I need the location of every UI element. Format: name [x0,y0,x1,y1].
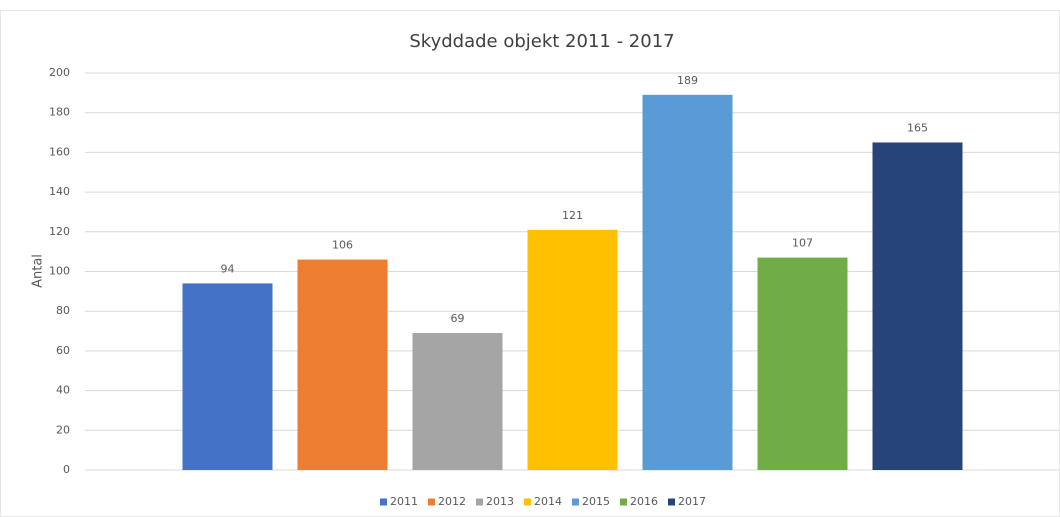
y-tick-label: 160 [49,145,70,158]
data-label: 189 [677,74,698,87]
legend-swatch [524,498,531,506]
bar [412,333,503,470]
y-tick-label: 180 [49,106,70,119]
legend-swatch [668,498,675,506]
legend-label: 2013 [486,495,514,508]
data-label: 106 [332,239,353,252]
y-tick-label: 40 [56,384,70,397]
y-tick-label: 60 [56,344,70,357]
legend-swatch [428,498,435,506]
y-tick-label: 120 [49,225,70,238]
y-tick-label: 100 [49,265,70,278]
data-label: 165 [907,121,928,134]
y-tick-label: 80 [56,304,70,317]
legend-swatch [380,498,387,506]
bar [642,94,733,471]
bar [297,259,388,470]
legend-swatch [476,498,483,506]
y-tick-label: 0 [63,463,70,476]
y-axis-label: Antal [31,254,46,288]
y-tick-label: 140 [49,185,70,198]
y-tick-label: 20 [56,423,70,436]
bar [872,142,963,470]
data-label: 94 [221,262,235,275]
data-label: 121 [562,209,583,222]
legend-swatch [572,498,579,506]
legend-label: 2014 [534,495,562,508]
legend-swatch [620,498,627,506]
bar [757,257,848,470]
bar [527,229,618,470]
chart-title: Skyddade objekt 2011 - 2017 [409,31,674,52]
legend-label: 2017 [678,495,706,508]
data-label: 107 [792,237,813,250]
data-label: 69 [451,312,465,325]
legend-label: 2016 [630,495,658,508]
legend-label: 2011 [390,495,418,508]
bar [182,283,273,470]
legend-label: 2015 [582,495,610,508]
legend-label: 2012 [438,495,466,508]
y-tick-label: 200 [49,66,70,79]
